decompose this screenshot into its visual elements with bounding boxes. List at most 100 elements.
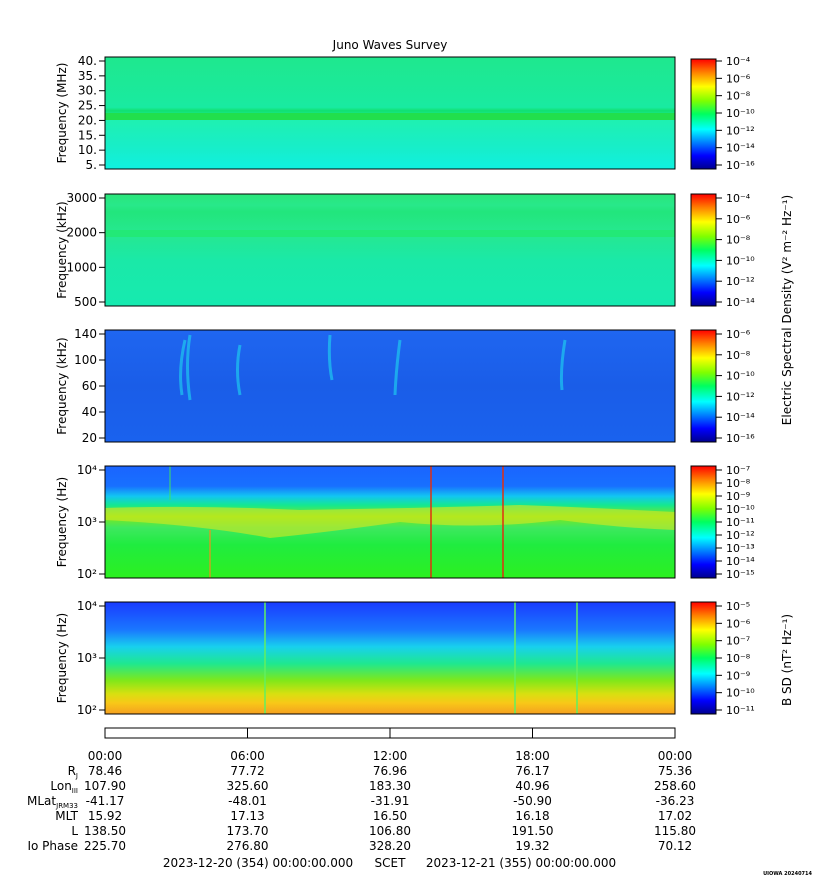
ephemeris-value: 16.50: [373, 809, 407, 823]
ephemeris-value: 77.72: [230, 764, 264, 778]
colorbar-tick-label: 10⁻¹⁴: [726, 555, 755, 568]
ytick-label: 1000: [66, 260, 97, 274]
colorbar-tick-label: 10⁻⁸: [726, 349, 751, 362]
ephemeris-value: 138.50: [84, 824, 126, 838]
footer-start: 2023-12-20 (354) 00:00:00.000: [163, 856, 353, 870]
ephemeris-value: 76.17: [515, 764, 549, 778]
ytick-label: 30.: [78, 84, 97, 98]
footer-stamp: UIOWA 20240714: [763, 871, 812, 877]
colorbar-tick-label: 10⁻⁸: [726, 90, 751, 103]
band-1mhz: [105, 230, 675, 237]
colorbar-tick-label: 10⁻¹³: [726, 542, 755, 555]
colorbar-tick-label: 10⁻¹¹: [726, 516, 755, 529]
ephemeris-value: 40.96: [515, 779, 549, 793]
ytick-label: 10²: [77, 703, 97, 717]
colorbar-tick-label: 10⁻¹⁵: [726, 568, 755, 581]
ytick-label: 10⁴: [77, 599, 97, 613]
ytick-label: 15.: [78, 128, 97, 142]
ephemeris-value: 19.32: [515, 839, 549, 853]
colorbar-tick-label: 10⁻⁴: [726, 55, 751, 68]
ephemeris-value: 115.80: [654, 824, 696, 838]
colorbar-tick-label: 10⁻¹⁴: [726, 296, 755, 309]
footer-scet: SCET: [375, 856, 407, 870]
colorbar-tick-label: 10⁻⁸: [726, 234, 751, 247]
footer-end: 2023-12-21 (355) 00:00:00.000: [426, 856, 616, 870]
colorbar-tick-label: 10⁻¹⁶: [726, 159, 755, 172]
colorbar-ticks: 10⁻⁴ 10⁻⁶ 10⁻⁸ 10⁻¹⁰ 10⁻¹² 10⁻¹⁴ 10⁻¹⁶ 10⁻⁴ 10⁻⁶…: [716, 55, 755, 717]
ephemeris-value: 75.36: [658, 764, 692, 778]
ytick-label: 3000: [66, 191, 97, 205]
colorbar-tick-label: 10⁻¹¹: [726, 704, 755, 717]
ephemeris-row-label: L: [71, 824, 78, 838]
ephemeris-value: 17.13: [230, 809, 264, 823]
ytick-label: 10²: [77, 567, 97, 581]
panel-2: [104, 193, 676, 307]
spectrogram-3: [105, 330, 675, 442]
time-tick-label: 12:00: [373, 749, 408, 763]
colorbar-tick-label: 10⁻⁵: [726, 600, 750, 613]
time-tick-label: 18:00: [515, 749, 550, 763]
ytick-label: 100: [74, 353, 97, 367]
colorbar-tick-label: 10⁻⁸: [726, 477, 751, 490]
colorbar-4: [690, 465, 717, 579]
ytick-label: 5.: [86, 158, 97, 172]
time-axis-ticks: 00:00 06:00 12:00 18:00 00:00: [88, 728, 693, 763]
colorbar-tick-label: 10⁻¹²: [726, 275, 755, 288]
ylabel-4: Frequency (Hz): [55, 477, 69, 568]
ytick-label: 60: [82, 379, 97, 393]
colorbar-1: [690, 58, 717, 170]
colorbar-tick-label: 10⁻¹⁴: [726, 142, 755, 155]
colorbar-tick-label: 10⁻⁶: [726, 328, 751, 341]
ytick-label: 35.: [78, 69, 97, 83]
ephemeris-value: 76.96: [373, 764, 407, 778]
ephemeris-row-label: Io Phase: [27, 839, 78, 853]
colorbar-tick-label: 10⁻⁷: [726, 464, 750, 477]
colorbar-3: [690, 329, 717, 443]
ephemeris-value: 78.46: [88, 764, 122, 778]
emission-band: [105, 505, 675, 538]
ephemeris-value: -48.01: [228, 794, 267, 808]
colorbar-tick-label: 10⁻⁸: [726, 652, 751, 665]
colorbar-tick-label: 10⁻¹⁰: [726, 503, 755, 516]
ephemeris-value: 173.70: [227, 824, 269, 838]
time-tick-label: 06:00: [230, 749, 265, 763]
ytick-label: 500: [74, 295, 97, 309]
panel-1: [104, 56, 676, 170]
ylabel-5: Frequency (Hz): [55, 613, 69, 704]
colorbar-tick-label: 10⁻¹²: [726, 390, 755, 403]
colorbar-tick-label: 10⁻⁶: [726, 617, 751, 630]
ephemeris-value: -31.91: [371, 794, 410, 808]
ephemeris-value: 225.70: [84, 839, 126, 853]
colorbar-tick-label: 10⁻¹⁶: [726, 432, 755, 445]
time-tick-label: 00:00: [658, 749, 693, 763]
ytick-label: 40.: [78, 54, 97, 68]
colorbar-tick-label: 10⁻¹⁰: [726, 254, 755, 267]
colorbar-tick-label: 10⁻⁶: [726, 213, 751, 226]
ytick-label: 2000: [66, 226, 97, 240]
ephemeris-value: -36.23: [656, 794, 695, 808]
spectrogram-5: [105, 602, 675, 714]
panel-4: [104, 465, 676, 579]
panel-5: [104, 601, 676, 715]
ytick-label: 10.: [78, 143, 97, 157]
band-20mhz: [105, 113, 675, 120]
colorbar-tick-label: 10⁻⁶: [726, 72, 751, 85]
colorbar-5: [690, 601, 717, 715]
colorbar-tick-label: 10⁻⁷: [726, 635, 750, 648]
spectrogram-2: [105, 194, 675, 306]
ytick-label: 40: [82, 405, 97, 419]
panel-3: [104, 329, 676, 443]
ephemeris-value: 17.02: [658, 809, 692, 823]
ephemeris-value: -41.17: [86, 794, 125, 808]
ytick-label: 140: [74, 327, 97, 341]
ephemeris-value: -50.90: [513, 794, 552, 808]
ephemeris-value: 328.20: [369, 839, 411, 853]
ytick-label: 10³: [77, 651, 97, 665]
ephemeris-row-label: MLT: [55, 809, 78, 823]
ephemeris-value: 16.18: [515, 809, 549, 823]
figure-title: Juno Waves Survey: [332, 38, 448, 52]
ylabel-2: Frequency (kHz): [55, 201, 69, 298]
colorbar-tick-label: 10⁻¹²: [726, 529, 755, 542]
ephemeris-value: 70.12: [658, 839, 692, 853]
ytick-label: 20.: [78, 113, 97, 127]
